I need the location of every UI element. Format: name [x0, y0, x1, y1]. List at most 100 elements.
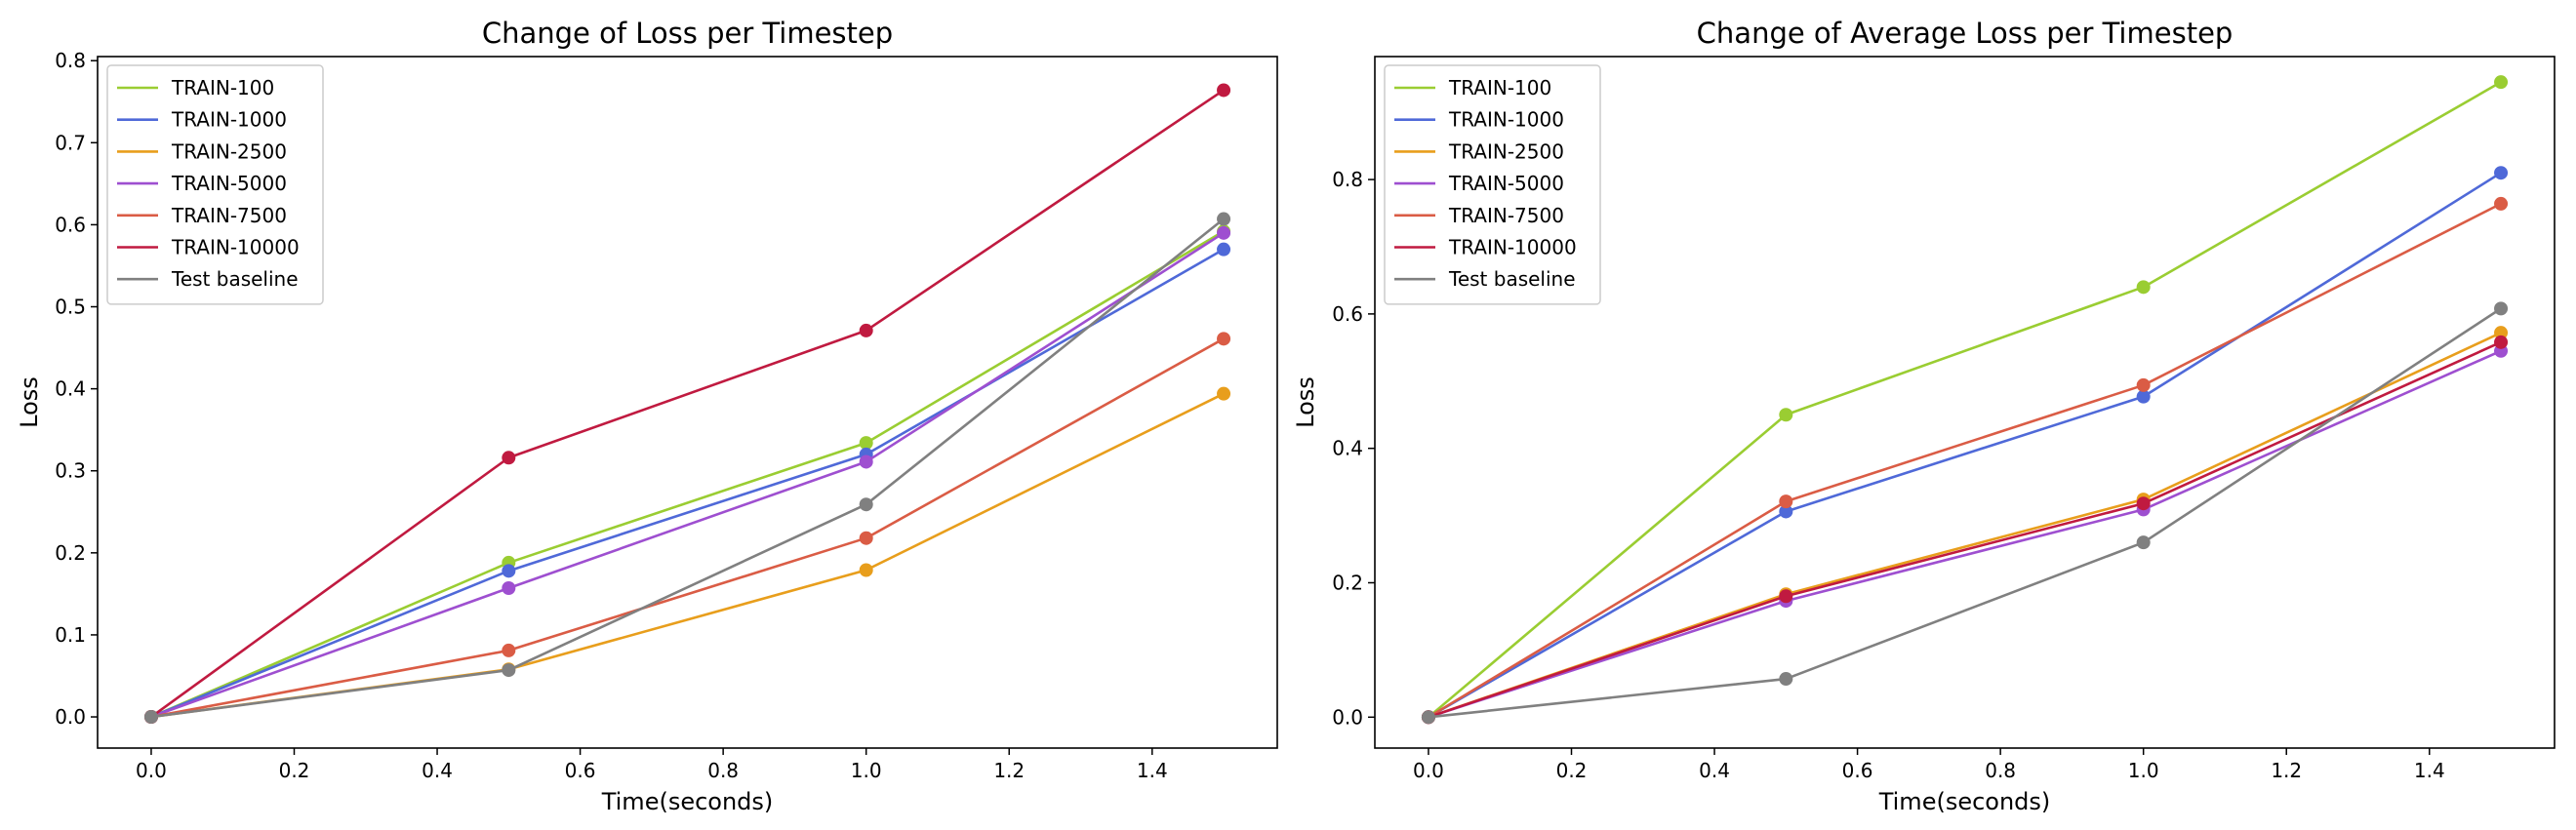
data-point — [2136, 389, 2151, 404]
series-line — [150, 217, 1225, 719]
y-tick-label: 0.2 — [55, 541, 86, 565]
legend-entry: Test baseline — [171, 267, 299, 291]
data-point — [1779, 589, 1793, 604]
x-tick-label: 0.0 — [136, 759, 167, 782]
data-point — [859, 531, 873, 545]
data-point — [143, 710, 158, 725]
data-point — [502, 451, 516, 465]
y-tick-label: 0.6 — [1332, 302, 1363, 326]
x-tick-label: 1.2 — [2271, 759, 2302, 782]
series-line — [1428, 172, 2502, 719]
y-tick-label: 0.4 — [1332, 437, 1363, 460]
data-point — [2494, 166, 2509, 180]
legend-entry: TRAIN-7500 — [1448, 204, 1564, 227]
data-point — [502, 580, 516, 595]
series-line — [1428, 340, 2502, 719]
data-point — [859, 497, 873, 512]
y-tick-label: 0.3 — [55, 459, 86, 483]
y-tick-label: 0.0 — [55, 705, 86, 729]
y-tick-label: 0.8 — [55, 49, 86, 72]
x-axis-label: Time(seconds) — [601, 788, 774, 815]
data-point — [502, 663, 516, 678]
series-line — [1428, 202, 2502, 719]
data-point — [1217, 212, 1231, 226]
axes-frame — [97, 56, 1278, 749]
data-point — [859, 436, 873, 451]
data-point — [2494, 196, 2509, 211]
x-tick-label: 0.8 — [1985, 759, 2016, 782]
data-point — [502, 643, 516, 657]
data-point — [1217, 332, 1231, 346]
legend-box — [106, 64, 324, 305]
series-line — [1428, 307, 2502, 719]
data-point — [1217, 242, 1231, 257]
y-tick-label: 0.5 — [55, 296, 86, 319]
legend: TRAIN-100 TRAIN-1000 TRAIN-2500 TRAIN-5000 T… — [106, 64, 324, 305]
data-point — [2136, 377, 2151, 392]
data-point — [502, 564, 516, 578]
series-line — [1428, 349, 2502, 719]
x-axis-label: Time(seconds) — [1878, 788, 2051, 815]
x-tick-label: 1.0 — [851, 759, 882, 782]
legend: TRAIN-100 TRAIN-1000 TRAIN-2500 TRAIN-5000 T… — [1384, 64, 1601, 305]
data-point — [1421, 710, 1435, 725]
x-tick-label: 0.0 — [1413, 759, 1444, 782]
y-tick-label: 0.8 — [1332, 168, 1363, 191]
x-tick-label: 0.4 — [422, 759, 453, 782]
data-point — [1217, 386, 1231, 401]
data-point — [859, 563, 873, 577]
x-tick-label: 1.0 — [2128, 759, 2159, 782]
legend-entry: TRAIN-10000 — [171, 236, 300, 259]
legend-entry: TRAIN-2500 — [1448, 139, 1564, 163]
series-test-baseline — [1421, 301, 2509, 725]
chart-average-loss-per-timestep: Change of Average Loss per Timestep 0.0 0.… — [1292, 17, 2556, 815]
series-line — [150, 89, 1225, 719]
data-point — [859, 323, 873, 337]
series-line — [1428, 332, 2502, 719]
series-line — [150, 392, 1225, 719]
legend-entry: TRAIN-1000 — [1448, 108, 1564, 132]
chart-title: Change of Loss per Timestep — [482, 17, 893, 50]
data-point — [1779, 672, 1793, 687]
data-point — [2494, 326, 2509, 340]
x-tick-label: 0.2 — [1556, 759, 1588, 782]
data-point — [2136, 535, 2151, 550]
x-tick-label: 1.4 — [1137, 759, 1168, 782]
data-point — [2494, 301, 2509, 316]
data-point — [2136, 280, 2151, 295]
y-axis-label: Loss — [16, 376, 43, 428]
series-line — [1428, 81, 2502, 719]
y-tick-label: 0.1 — [55, 623, 86, 647]
y-axis-label: Loss — [1292, 376, 1319, 428]
legend-entry: Test baseline — [1448, 267, 1576, 291]
chart-title: Change of Average Loss per Timestep — [1697, 17, 2234, 50]
data-point — [1779, 408, 1793, 422]
y-tick-label: 0.2 — [1332, 572, 1363, 595]
data-point — [2136, 496, 2151, 511]
axes-frame — [1374, 56, 2556, 749]
legend-entry: TRAIN-2500 — [171, 139, 287, 163]
x-tick-label: 0.4 — [1699, 759, 1730, 782]
series-line — [150, 248, 1225, 719]
data-point — [859, 455, 873, 469]
x-tick-label: 0.8 — [707, 759, 739, 782]
legend-entry: TRAIN-7500 — [171, 204, 287, 227]
data-point — [1779, 504, 1793, 519]
legend-entry: TRAIN-5000 — [171, 172, 287, 195]
x-tick-label: 1.2 — [993, 759, 1025, 782]
x-tick-label: 0.6 — [565, 759, 596, 782]
y-tick-label: 0.6 — [55, 213, 86, 236]
data-point — [1217, 225, 1231, 240]
legend-entry: TRAIN-100 — [171, 76, 274, 99]
legend-entry: TRAIN-10000 — [1448, 236, 1577, 259]
legend-entry: TRAIN-100 — [1448, 76, 1551, 99]
legend-entry: TRAIN-1000 — [171, 108, 287, 132]
legend-entry: TRAIN-5000 — [1448, 172, 1564, 195]
x-tick-label: 0.2 — [279, 759, 310, 782]
legend-box — [1384, 64, 1601, 305]
series-train-5000 — [1421, 343, 2509, 725]
data-point — [2494, 75, 2509, 90]
series-train-7500 — [143, 332, 1231, 725]
series-train-1000 — [143, 242, 1231, 725]
